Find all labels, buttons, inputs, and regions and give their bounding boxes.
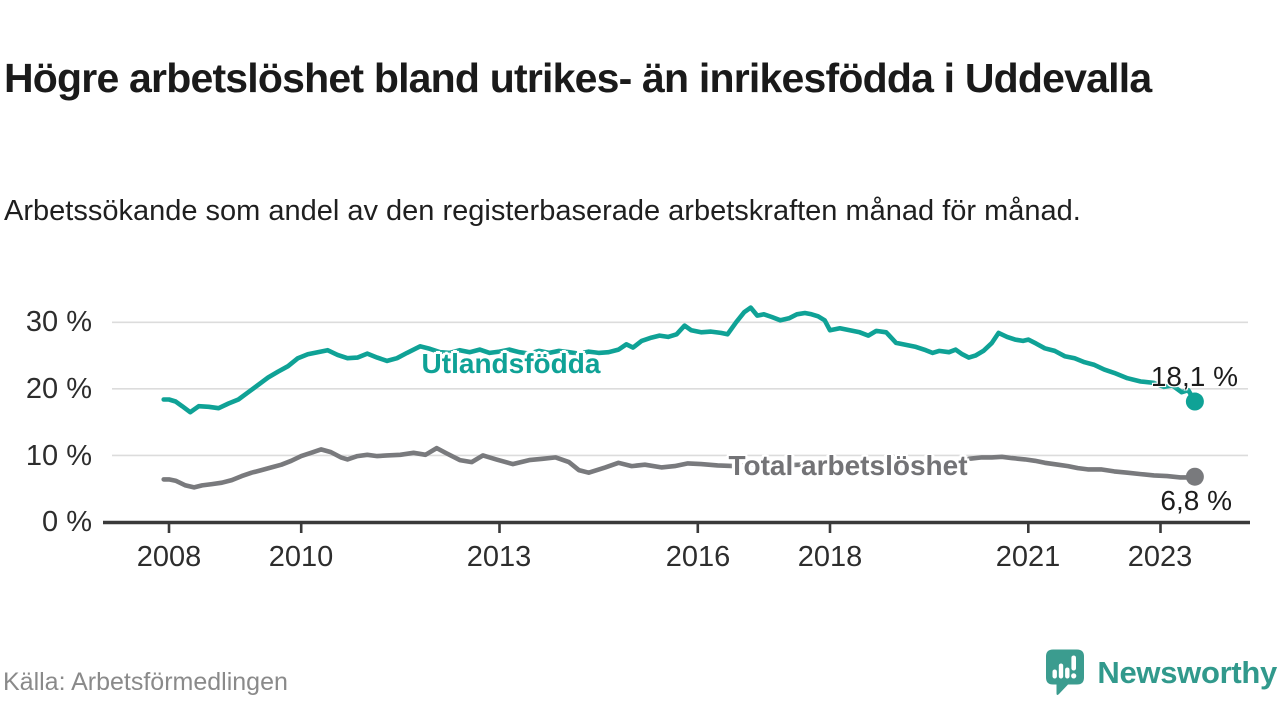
x-tick-label-2016: 2016 <box>665 541 731 573</box>
newsworthy-logo: Newsworthy <box>1045 648 1277 697</box>
y-tick-label-0: 0 % <box>42 506 92 538</box>
end-value-label-total: 6,8 % <box>1160 485 1232 516</box>
x-tick-label-2018: 2018 <box>797 541 863 573</box>
end-dot-utlandsf-dda <box>1185 392 1204 411</box>
series-label-total-arbetsloshet: Total arbetslöshet <box>728 450 968 481</box>
x-tick-label-2023: 2023 <box>1127 541 1193 573</box>
series-label-utlandsfodda: Utlandsfödda <box>421 348 601 379</box>
x-tick-label-2021: 2021 <box>995 541 1061 573</box>
y-tick-label-30: 30 % <box>25 306 92 338</box>
newsworthy-logo-text: Newsworthy <box>1097 654 1277 690</box>
x-tick-label-2010: 2010 <box>268 541 334 573</box>
end-dot-total-arbetsl-shet <box>1185 467 1204 486</box>
line-utlandsf-dda <box>161 305 1198 415</box>
source-note: Källa: Arbetsförmedlingen <box>3 668 288 696</box>
x-tick-label-2013: 2013 <box>466 541 532 573</box>
y-tick-label-10: 10 % <box>25 440 92 472</box>
y-tick-label-20: 20 % <box>25 373 92 405</box>
newsworthy-logo-icon <box>1046 649 1085 696</box>
chart-subtitle: Arbetssökande som andel av den registerb… <box>4 195 1081 227</box>
page-title: Högre arbetslöshet bland utrikes- än inr… <box>4 55 1152 102</box>
x-tick-label-2008: 2008 <box>136 541 202 573</box>
end-value-label-utlandsfodda: 18,1 % <box>1150 361 1238 392</box>
line-total-arbetsl-shet <box>161 445 1198 490</box>
